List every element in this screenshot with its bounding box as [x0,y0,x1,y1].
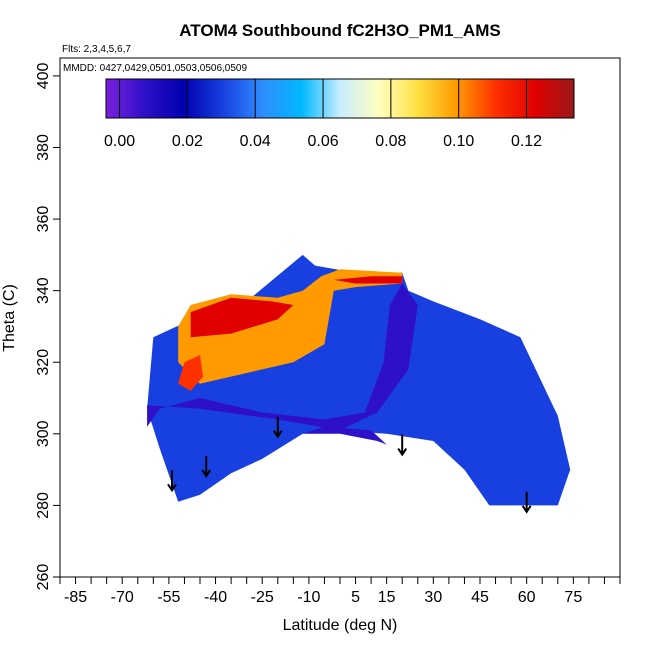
flight-marker-1 [201,456,212,478]
x-tick-label: 60 [518,589,536,606]
y-tick-label: 400 [35,62,52,89]
x-axis: -85 -70 -55 -40 -25 -10 5 15 30 45 60 75 [59,577,621,606]
field-region-2 [178,269,403,384]
colorbar: 0.00 0.02 0.04 0.06 0.08 0.10 0.12 [104,78,575,150]
y-tick-label: 300 [35,420,52,447]
x-tick-label: -85 [64,589,87,606]
x-tick-label: -70 [111,589,134,606]
colorbar-ramp [105,78,575,119]
y-tick-label: 360 [35,206,52,233]
x-tick-label: 15 [378,589,396,606]
x-tick-label: -10 [297,589,320,606]
flights-label: Flts: 2,3,4,5,6,7 [62,44,131,55]
y-tick-label: 260 [35,564,52,591]
field-region-4 [178,355,204,391]
x-tick-label: -25 [251,589,274,606]
flight-marker-2 [272,416,283,439]
y-tick-label: 280 [35,492,52,519]
field-region-6 [302,426,387,445]
field-region-3 [190,297,294,338]
x-tick-label: -55 [157,589,180,606]
colorbar-tick-label: 0.00 [104,133,135,150]
colorbar-tick-label: 0.12 [511,133,542,150]
colorbar-tick-label: 0.02 [172,133,203,150]
chart-title: ATOM4 Southbound fC2H3O_PM1_AMS [179,21,500,40]
x-tick-label: 75 [564,589,582,606]
colorbar-tick-label: 0.04 [240,133,271,150]
field-regions [147,254,571,506]
y-tick-label: 320 [35,349,52,376]
y-tick-label: 380 [35,134,52,161]
field-region-5 [333,276,403,284]
x-tick-label: -40 [204,589,227,606]
y-axis-label: Theta (C) [1,284,18,352]
y-tick-label: 340 [35,277,52,304]
flight-marker-0 [167,470,177,493]
flight-markers [167,416,532,514]
x-tick-label: 5 [351,589,360,606]
x-axis-label: Latitude (deg N) [283,617,398,634]
flight-marker-4 [521,491,532,514]
x-tick-label: 45 [471,589,489,606]
mmdd-label: MMDD: 0427,0429,0501,0503,0506,0509 [63,63,247,74]
colorbar-tick-label: 0.06 [307,133,338,150]
x-tick-label: 30 [424,589,442,606]
flight-marker-3 [397,434,408,457]
y-axis: 260 280 300 320 340 360 380 400 [35,62,60,590]
colorbar-tick-label: 0.10 [443,133,474,150]
colorbar-tick-label: 0.08 [375,133,406,150]
